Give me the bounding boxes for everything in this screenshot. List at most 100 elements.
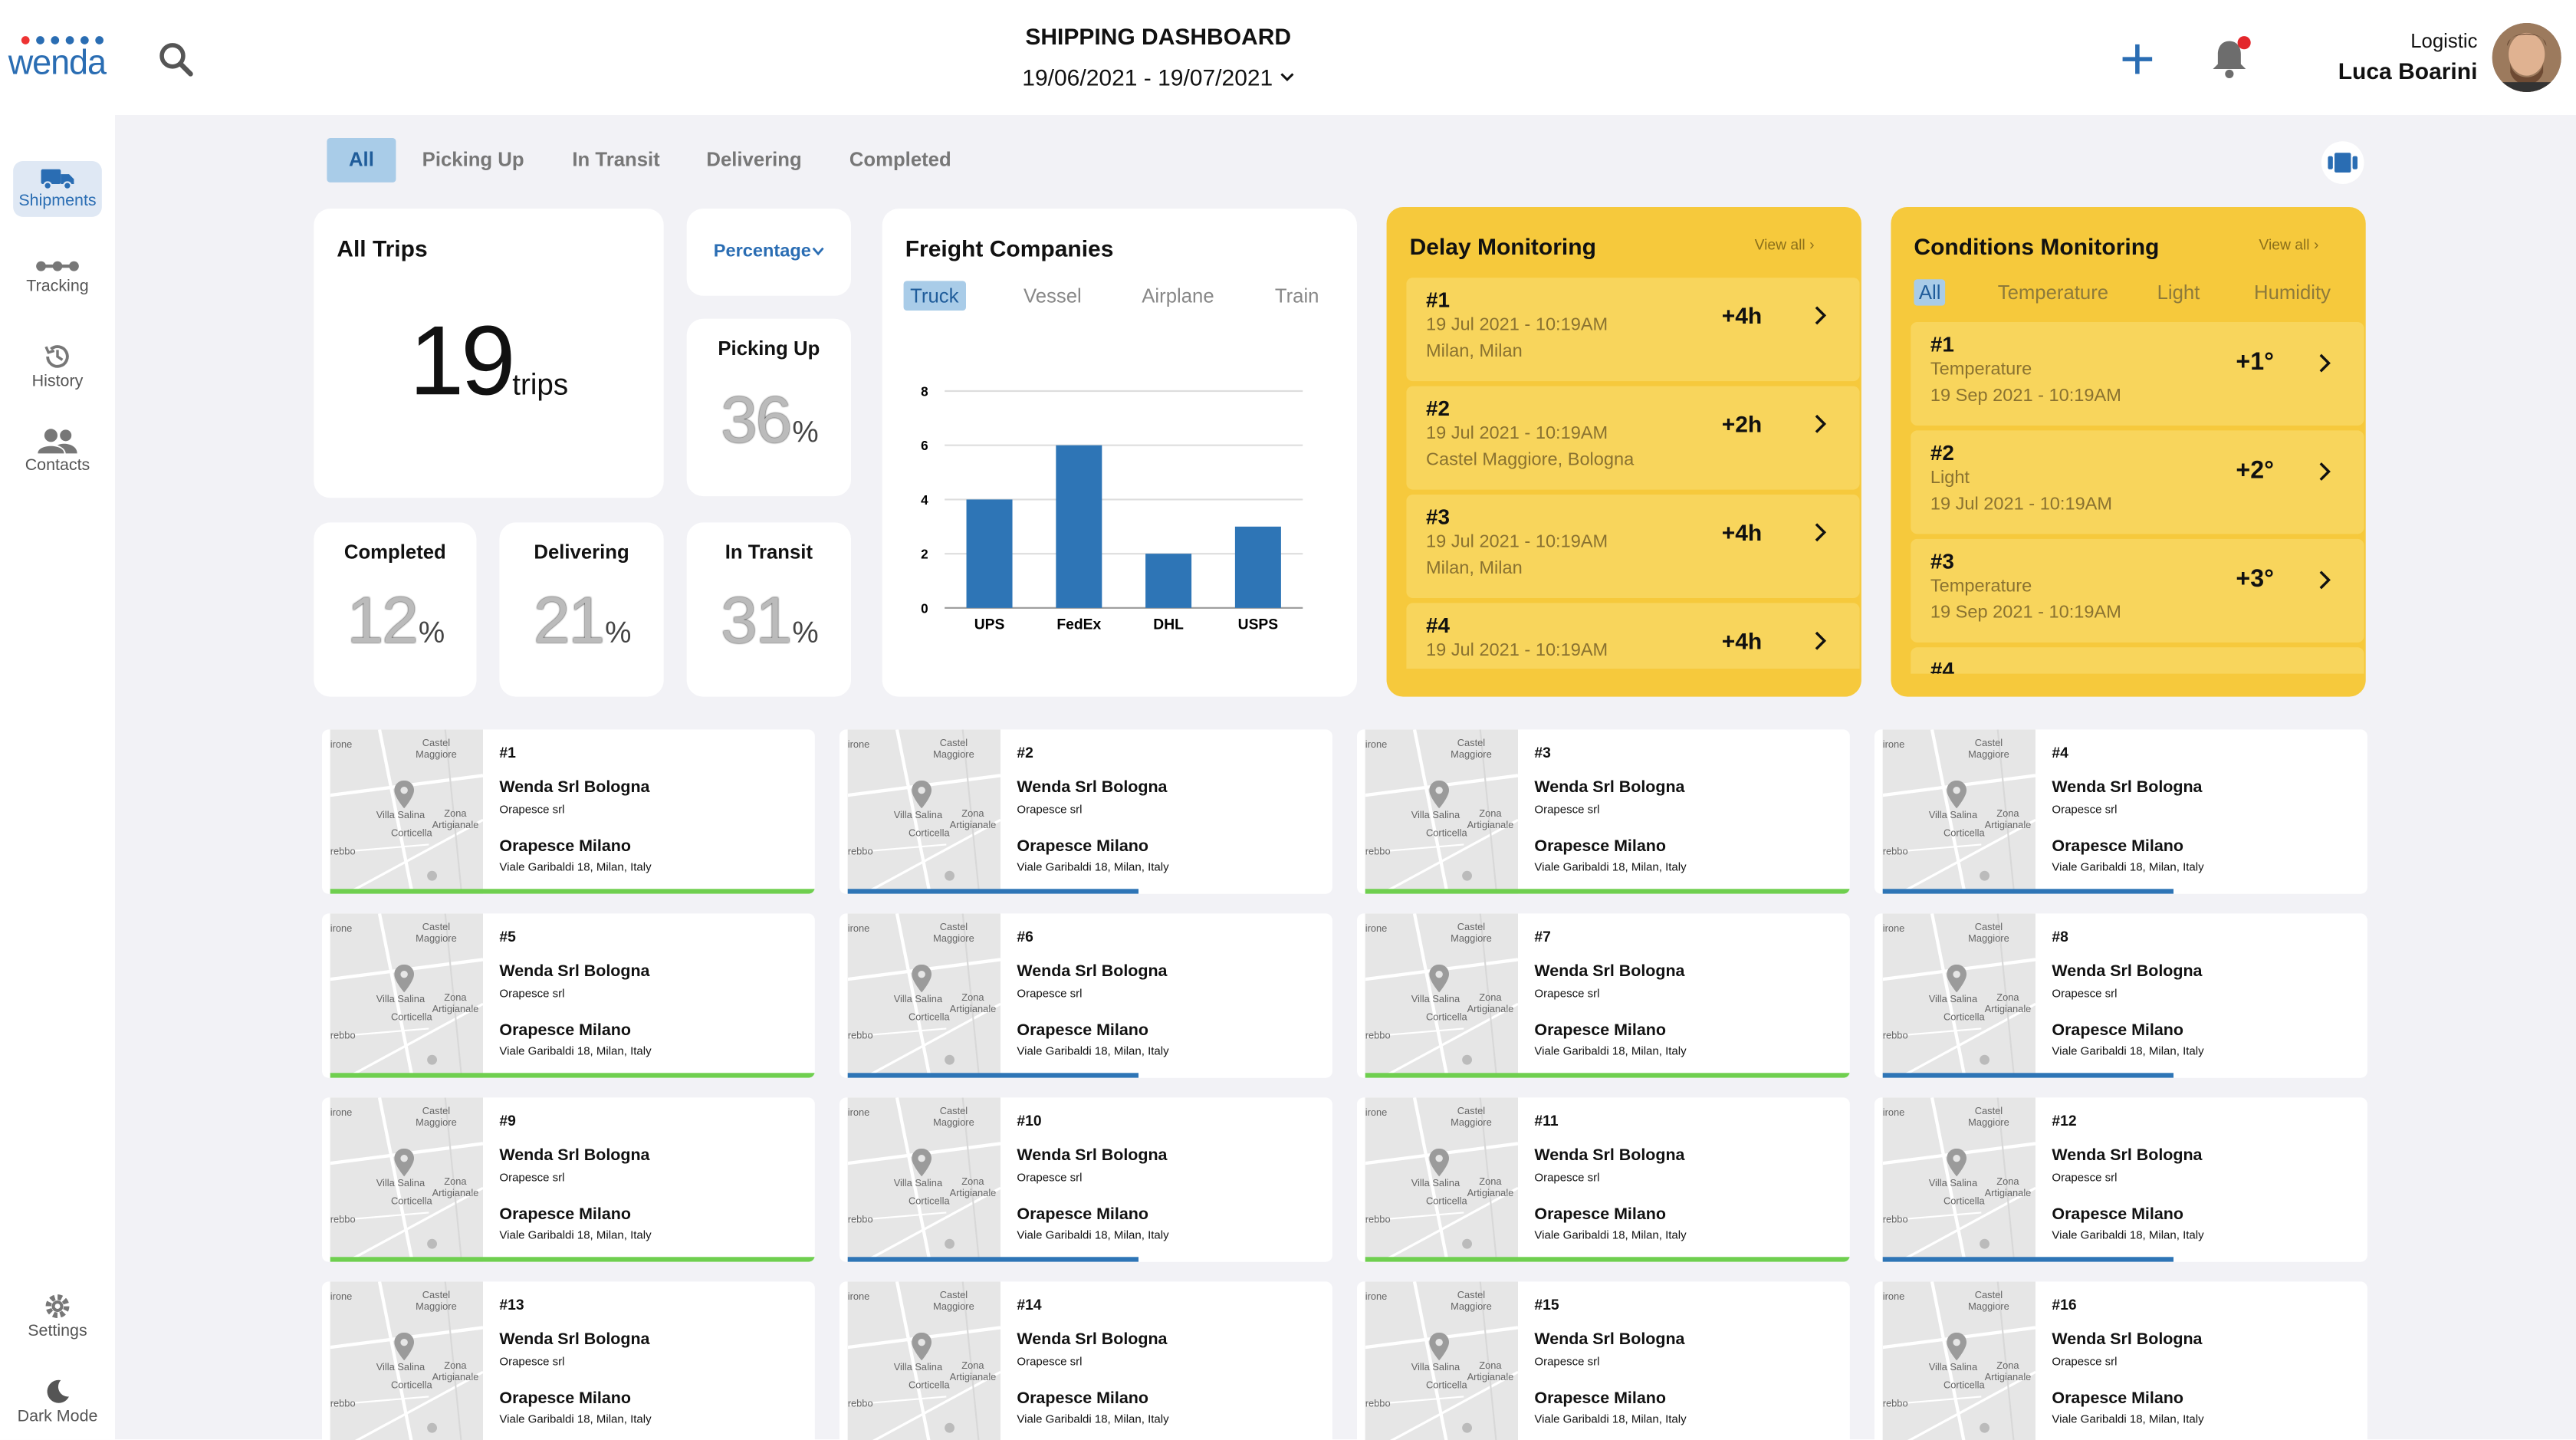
completed-card: Completed 12% [314,522,477,697]
conditions-tab-light[interactable]: Light [2157,281,2200,304]
trip-card[interactable]: Castel Maggiore Zona Artigianale Villa Salin… [1875,913,2367,1078]
mode-select[interactable]: Percentage [686,209,851,296]
trip-map-thumbnail: Castel Maggiore Zona Artigianale Villa Salin… [330,913,483,1078]
freight-title: Freight Companies [905,235,1114,261]
bar-dhl[interactable] [1145,554,1192,608]
trip-card[interactable]: Castel Maggiore Zona Artigianale Villa Salin… [322,729,815,894]
map-pin-icon [394,1148,414,1177]
delay-item[interactable]: #3 19 Jul 2021 - 10:19AM Milan, Milan +4… [1406,495,1860,598]
sidebar-item-history[interactable]: History [13,337,102,393]
delay-item[interactable]: #1 19 Jul 2021 - 10:19AM Milan, Milan +4… [1406,278,1860,382]
trip-card[interactable]: Castel Maggiore Zona Artigianale Villa Salin… [840,1097,1332,1262]
trip-id: #11 [1534,1112,1559,1129]
chevron-right-icon [1815,523,1827,542]
user-role: Logistic [2410,29,2478,53]
contacts-icon [38,429,77,454]
trip-card[interactable]: Castel Maggiore Zona Artigianale Villa Salin… [322,913,815,1078]
sidebar: Shipments Tracking History Contacts Sett… [0,115,115,1440]
trip-destination-address: Viale Garibaldi 18, Milan, Italy [1534,1415,1687,1426]
trip-destination: Orapesce Milano [499,1389,631,1409]
map-pin-icon [912,1332,932,1361]
trip-origin-detail: Orapesce srl [1017,1357,1083,1369]
delay-item[interactable]: #4 19 Jul 2021 - 10:19AM +4h [1406,603,1860,669]
condition-item[interactable]: #1 Temperature 19 Sep 2021 - 10:19AM +1° [1911,322,2364,426]
trip-card[interactable]: Castel Maggiore Zona Artigianale Villa Salin… [1875,1281,2367,1440]
map-label-rebbo: rebbo [1882,847,1908,858]
conditions-tab-temperature[interactable]: Temperature [1997,281,2109,304]
map-pin-icon [912,780,932,809]
tab-all[interactable]: All [327,138,396,182]
map-pin-icon [394,964,414,993]
condition-item-date: 19 Sep 2021 - 10:19AM [1930,603,2121,623]
y-tick-label: 8 [921,383,928,399]
delay-item[interactable]: #2 19 Jul 2021 - 10:19AM Castel Maggiore… [1406,386,1860,490]
trip-progress-bar [1882,1257,2174,1262]
trip-card[interactable]: Castel Maggiore Zona Artigianale Villa Salin… [1357,1281,1850,1440]
delay-item-number: #1 [1426,288,1451,313]
sidebar-item-contacts[interactable]: Contacts [13,422,102,478]
delay-item-delta: +4h [1721,519,1763,546]
trip-card[interactable]: Castel Maggiore Zona Artigianale Villa Salin… [1875,1097,2367,1262]
chevron-right-icon [1815,414,1827,433]
wenda-logo[interactable]: wenda [8,36,110,85]
avatar[interactable] [2492,23,2561,92]
sidebar-item-tracking[interactable]: Tracking [13,252,102,307]
freight-bar-chart: 0 2 4 6 8 UPS FedEx DHL USPS [921,383,1303,633]
map-label-zona-artigianale: Zona Artigianale [949,1178,997,1200]
trip-map-thumbnail: Castel Maggiore Zona Artigianale Villa Salin… [1365,1097,1518,1262]
delay-view-all-link[interactable]: View all › [1755,237,1815,253]
freight-tab-train[interactable]: Train [1274,284,1319,307]
conditions-tab-all[interactable]: All [1914,279,1946,306]
search-icon[interactable] [158,41,194,86]
trip-card[interactable]: Castel Maggiore Zona Artigianale Villa Salin… [322,1097,815,1262]
route-icon [36,261,79,271]
trip-card[interactable]: Castel Maggiore Zona Artigianale Villa Salin… [1357,1097,1850,1262]
freight-tab-truck[interactable]: Truck [903,281,966,311]
x-tick-label: FedEx [1056,617,1101,633]
trip-card[interactable]: Castel Maggiore Zona Artigianale Villa Salin… [840,913,1332,1078]
tab-completed[interactable]: Completed [849,147,951,171]
view-toggle-button[interactable] [2321,141,2364,184]
sidebar-item-shipments[interactable]: Shipments [13,161,102,217]
trip-card[interactable]: Castel Maggiore Zona Artigianale Villa Salin… [1357,913,1850,1078]
bar-fedex[interactable] [1056,445,1102,608]
condition-item[interactable]: #2 Light 19 Jul 2021 - 10:19AM +2° [1911,430,2364,534]
condition-item[interactable]: #4 [1911,647,2364,674]
trip-origin: Wenda Srl Bologna [2052,1146,2203,1165]
map-label-rone: irone [1882,925,1905,935]
y-tick-label: 6 [921,438,928,453]
dark-mode-toggle[interactable]: Dark Mode [13,1372,102,1428]
delay-title: Delay Monitoring [1409,233,1596,260]
sidebar-item-settings[interactable]: Settings [13,1287,102,1343]
trip-card[interactable]: Castel Maggiore Zona Artigianale Villa Salin… [1875,729,2367,894]
bell-icon[interactable] [2210,35,2252,89]
bar-usps[interactable] [1234,526,1281,608]
map-label-corticella: Corticella [1426,1014,1467,1024]
chevron-down-icon [1280,61,1294,87]
condition-item-number: #4 [1930,657,1954,674]
add-icon[interactable] [2119,41,2155,86]
conditions-view-all-link[interactable]: View all › [2259,237,2318,253]
date-range-picker[interactable]: 19/06/2021 - 19/07/2021 [854,61,1462,90]
trip-card[interactable]: Castel Maggiore Zona Artigianale Villa Salin… [322,1281,815,1440]
trip-progress-bar [330,1257,815,1262]
map-label-castel-maggiore: Castel Maggiore [1451,739,1492,761]
trip-map-thumbnail: Castel Maggiore Zona Artigianale Villa Salin… [847,913,1001,1078]
condition-item-delta: +1° [2236,348,2274,376]
map-label-rone: irone [847,1293,870,1304]
conditions-tab-humidity[interactable]: Humidity [2254,281,2331,304]
condition-item[interactable]: #3 Temperature 19 Sep 2021 - 10:19AM +3° [1911,538,2364,643]
tab-in-transit[interactable]: In Transit [572,147,660,171]
map-label-villa-salina: Villa Salina [1928,1179,1978,1190]
tab-picking-up[interactable]: Picking Up [422,147,524,171]
freight-tab-airplane[interactable]: Airplane [1142,284,1214,307]
bar-ups[interactable] [966,499,1013,608]
trip-card[interactable]: Castel Maggiore Zona Artigianale Villa Salin… [840,729,1332,894]
conditions-title: Conditions Monitoring [1914,233,2160,260]
trip-card[interactable]: Castel Maggiore Zona Artigianale Villa Salin… [1357,729,1850,894]
trip-card[interactable]: Castel Maggiore Zona Artigianale Villa Salin… [840,1281,1332,1440]
freight-tab-vessel[interactable]: Vessel [1024,284,1082,307]
chevron-right-icon [2319,570,2331,590]
all-trips-title: All Trips [337,235,428,261]
tab-delivering[interactable]: Delivering [706,147,802,171]
